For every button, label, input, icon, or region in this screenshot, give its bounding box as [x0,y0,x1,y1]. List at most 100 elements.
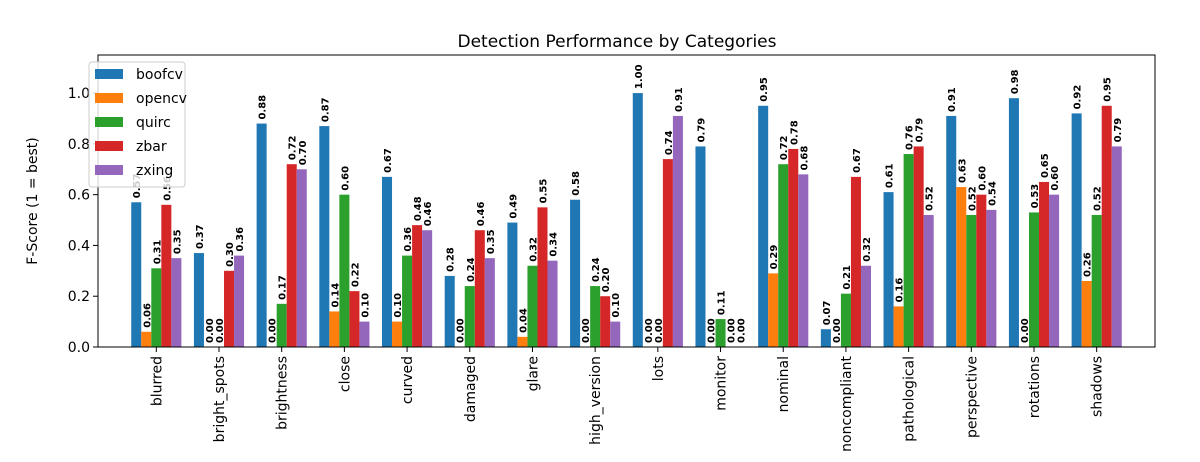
data-label: 0.00 [707,318,718,343]
legend-label-opencv: opencv [136,91,187,107]
bar-zxing-pathological [923,214,934,347]
data-label: 0.00 [1020,318,1031,343]
y-tick-label: 1.0 [68,86,90,102]
data-label: 0.32 [528,237,539,262]
data-label: 0.53 [1030,184,1041,209]
bar-boofcv-high_version [570,199,581,347]
x-tick-label: monitor [714,356,730,411]
legend-label-quirc: quirc [136,115,171,131]
y-tick-label: 0.8 [68,137,90,153]
data-label: 0.28 [446,247,457,272]
bar-opencv-nominal [768,273,779,347]
bar-zbar-shadows [1101,105,1112,347]
x-tick-label: glare [525,356,541,391]
bar-zbar-curved [412,225,423,347]
bar-zbar-glare [537,207,548,347]
y-axis-label: F-Score (1 = best) [25,137,41,265]
bar-zxing-rotations [1049,194,1060,347]
bar-zbar-damaged [474,230,485,347]
bar-quirc-noncompliant [840,293,851,347]
data-label: 0.24 [591,257,602,282]
x-tick-label: rotations [1027,356,1043,418]
bar-opencv-glare [517,336,528,347]
data-label: 0.55 [538,179,549,204]
data-label: 0.52 [1093,186,1104,211]
data-label: 0.29 [769,245,780,270]
data-label: 0.76 [905,125,916,150]
data-label: 0.56 [162,176,173,201]
data-label: 0.14 [330,283,341,308]
x-tick-label: shadows [1090,356,1106,417]
data-label: 0.22 [350,262,361,287]
bar-zxing-close [359,321,370,347]
bar-quirc-high_version [590,286,601,347]
x-tick-label: perspective [964,356,980,438]
data-label: 0.63 [957,158,968,183]
bar-boofcv-noncompliant [820,329,831,347]
data-label: 0.95 [1103,77,1114,102]
legend-swatch-quirc [95,117,123,127]
bar-zxing-high_version [610,321,621,347]
data-label: 0.79 [696,118,707,143]
plot-frame [97,54,1156,348]
data-label: 0.35 [172,229,183,254]
data-label: 0.11 [717,290,728,315]
data-label: 0.67 [383,148,394,173]
data-label: 0.52 [967,186,978,211]
bar-boofcv-glare [507,222,518,347]
bar-boofcv-blurred [131,202,142,347]
bar-opencv-curved [392,321,403,347]
bar-zxing-shadows [1111,146,1122,347]
data-label: 0.24 [466,257,477,282]
data-label: 0.70 [298,141,309,166]
x-tick-label: nominal [776,356,792,412]
data-label: 0.00 [727,318,738,343]
legend-label-boofcv: boofcv [136,67,183,83]
bar-quirc-blurred [151,268,162,347]
data-label: 0.04 [518,308,529,333]
bar-zbar-nominal [788,148,799,347]
data-label: 0.17 [278,275,289,300]
data-label: 0.95 [759,77,770,102]
data-label: 0.07 [822,301,833,326]
bar-quirc-curved [402,255,413,347]
bar-zxing-perspective [986,209,997,347]
bar-boofcv-perspective [946,115,957,347]
data-label: 0.52 [925,186,936,211]
bar-boofcv-brightness [256,123,267,347]
bar-zxing-lots [672,115,683,347]
legend-swatch-zbar [95,141,123,151]
data-label: 0.26 [1083,252,1094,277]
data-label: 0.72 [288,135,299,160]
data-label: 0.68 [799,146,810,171]
x-tick-label: noncompliant [839,355,855,451]
data-label: 0.58 [571,171,582,196]
data-label: 0.54 [987,181,998,206]
data-label: 0.00 [737,318,748,343]
data-label: 0.06 [142,303,153,328]
data-label: 0.72 [779,135,790,160]
data-label: 0.46 [476,201,487,226]
data-label: 0.87 [320,97,331,122]
data-label: 0.79 [915,118,926,143]
legend-label-zxing: zxing [136,163,173,179]
y-tick-label: 0.2 [68,289,90,305]
legend-label-zbar: zbar [136,139,167,155]
bar-quirc-rotations [1028,212,1040,347]
bar-zbar-perspective [976,194,987,347]
bar-zxing-brightness [296,169,307,347]
bar-zxing-damaged [484,258,495,347]
bar-zbar-brightness [286,164,297,347]
data-label: 0.00 [456,318,467,343]
chart-title: Detection Performance by Categories [457,32,776,52]
data-label: 0.30 [225,242,236,267]
data-label: 0.74 [664,130,675,155]
data-label: 0.67 [852,148,863,173]
data-label: 0.98 [1010,69,1021,94]
bar-boofcv-monitor [695,146,706,347]
bar-quirc-brightness [276,303,287,347]
y-tick-label: 0.6 [68,188,90,204]
data-label: 0.88 [258,95,269,120]
x-tick-label: brightness [275,356,291,430]
